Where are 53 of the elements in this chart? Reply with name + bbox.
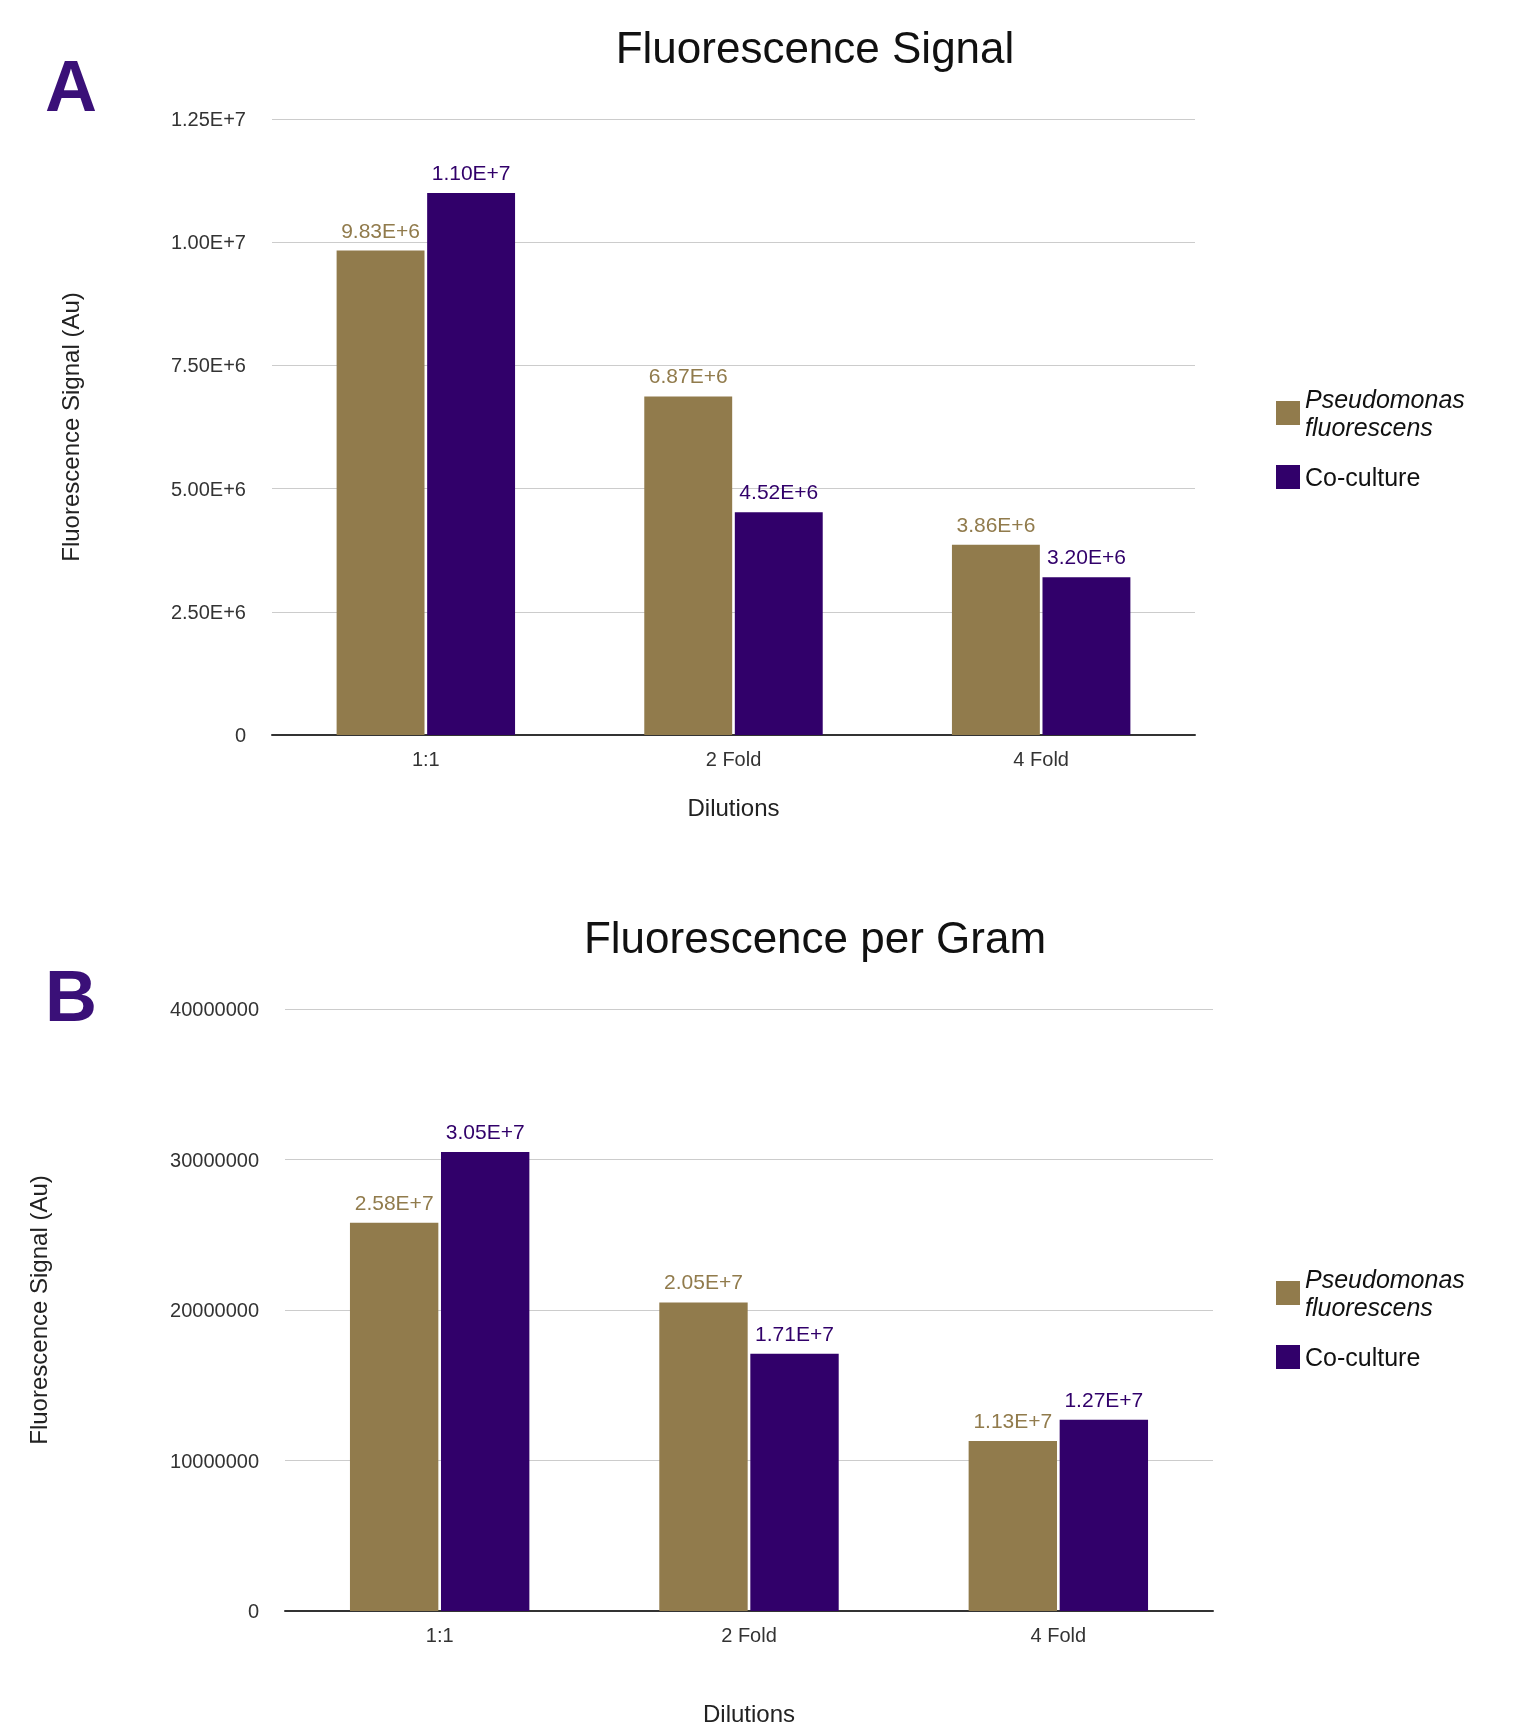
y-tick-label: 10000000 (170, 1449, 259, 1472)
legend-label: Co-culture (1305, 463, 1421, 491)
chart-title: Fluorescence Signal (615, 22, 1015, 72)
y-tick-label: 2.50E+6 (170, 600, 246, 623)
y-tick-label: 7.50E+6 (170, 354, 246, 377)
y-tick-label: 1.00E+7 (170, 231, 246, 254)
data-label: 1.71E+7 (755, 1321, 834, 1345)
y-tick-label: 20000000 (170, 1299, 259, 1321)
bar (750, 1353, 839, 1611)
bar (336, 250, 425, 735)
data-label: 3.86E+6 (956, 512, 1036, 536)
x-tick-label: 2 Fold (705, 748, 762, 770)
x-axis-title: Dilutions (702, 1699, 796, 1727)
x-tick-label: 4 Fold (1030, 1624, 1087, 1646)
y-tick-label: 40000000 (170, 998, 259, 1020)
x-tick-label: 1:1 (411, 748, 440, 770)
y-tick-label: 1.25E+7 (170, 108, 246, 130)
legend-label: Co-culture (1305, 1343, 1421, 1371)
data-label: 1.13E+7 (973, 1408, 1053, 1432)
y-tick-label: 30000000 (170, 1148, 259, 1171)
data-label: 1.27E+7 (1064, 1387, 1144, 1411)
data-label: 3.05E+7 (445, 1119, 525, 1143)
data-label: 6.87E+6 (648, 364, 728, 388)
bar (349, 1222, 439, 1611)
x-tick-label: 4 Fold (1013, 748, 1069, 770)
bar (440, 1151, 530, 1611)
bar (734, 512, 823, 735)
y-tick-label: 5.00E+6 (170, 477, 246, 500)
chart-title: Fluorescence per Gram (583, 912, 1047, 962)
data-label: 3.20E+6 (1047, 545, 1126, 569)
y-tick-label: 0 (234, 724, 246, 746)
bar (427, 192, 516, 735)
text: B (45, 956, 97, 1036)
legend-label: Pseudomonas fluorescens (1305, 385, 1472, 441)
bar (1059, 1419, 1149, 1611)
data-label: 2.05E+7 (664, 1270, 743, 1294)
text: A (45, 46, 97, 126)
bar (644, 396, 733, 735)
data-label: 2.58E+7 (354, 1190, 434, 1214)
legend-label: Pseudomonas fluorescens (1305, 1265, 1472, 1321)
x-axis-title: Dilutions (687, 793, 780, 821)
y-axis-title: Fluorescence Signal (Au) (24, 1175, 52, 1445)
data-label: 1.10E+7 (431, 160, 511, 184)
bar (968, 1440, 1058, 1611)
data-label: 9.83E+6 (341, 218, 420, 242)
data-label: 4.52E+6 (739, 480, 819, 504)
bar (1042, 577, 1131, 735)
x-tick-label: 1:1 (425, 1624, 454, 1646)
y-tick-label: 0 (247, 1600, 259, 1622)
bar (951, 544, 1040, 735)
y-axis-title: Fluorescence Signal (Au) (56, 292, 84, 562)
x-tick-label: 2 Fold (721, 1624, 777, 1646)
bar (659, 1302, 748, 1611)
